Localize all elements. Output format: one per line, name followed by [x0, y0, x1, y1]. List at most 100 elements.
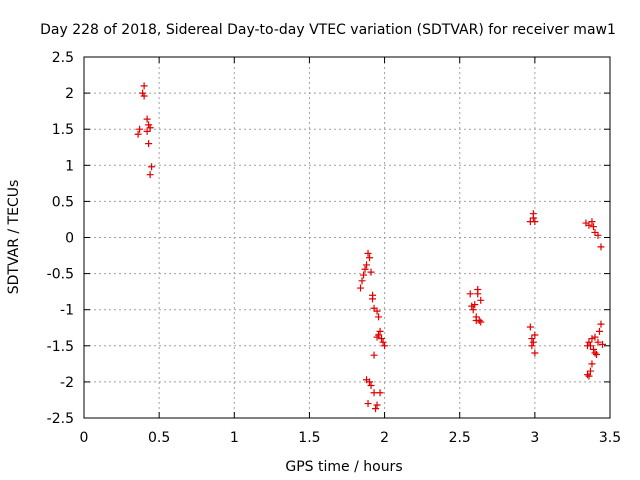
x-tick-label: 3.5 — [599, 430, 621, 446]
data-point — [367, 382, 375, 390]
data-point — [466, 290, 474, 298]
data-point — [526, 323, 534, 331]
y-tick-label: 1 — [65, 158, 74, 174]
data-point — [475, 317, 483, 325]
data-point — [140, 82, 148, 90]
chart-title: Day 228 of 2018, Sidereal Day-to-day VTE… — [40, 22, 616, 38]
y-tick-label: 0.5 — [52, 194, 74, 210]
data-point — [597, 243, 605, 251]
data-point — [376, 389, 384, 397]
y-tick-label: -1 — [60, 303, 74, 319]
data-point — [531, 218, 539, 226]
data-point — [588, 360, 596, 368]
data-point — [366, 254, 374, 262]
data-point — [375, 331, 383, 339]
plot-frame — [83, 56, 611, 419]
data-point — [367, 268, 375, 276]
data-point — [531, 331, 539, 339]
data-point — [360, 271, 368, 279]
y-tick-label: 2 — [65, 86, 74, 102]
x-tick-label: 3 — [530, 430, 539, 446]
data-point — [369, 295, 377, 303]
data-point — [594, 338, 602, 346]
data-point — [372, 405, 380, 413]
data-point — [477, 296, 485, 304]
grid-lines — [84, 57, 610, 418]
y-tick-labels: 2.5 2 1.5 1 0.5 0 -0.5 -1 -1.5 -2 -2.5 — [47, 50, 74, 427]
data-point — [364, 400, 372, 408]
data-point — [591, 333, 599, 341]
y-tick-label: -2 — [60, 375, 74, 391]
x-tick-label: 1 — [230, 430, 239, 446]
data-point — [364, 249, 372, 257]
x-tick-label: 0 — [80, 430, 89, 446]
x-axis-label: GPS time / hours — [285, 459, 402, 475]
data-point — [585, 372, 593, 380]
x-tick-label: 2.5 — [449, 430, 471, 446]
data-point — [585, 338, 593, 346]
data-point — [381, 342, 389, 350]
data-point — [471, 301, 479, 309]
y-tick-label: 1.5 — [52, 122, 74, 138]
data-point — [589, 345, 597, 353]
data-point — [148, 163, 156, 171]
data-point — [586, 342, 594, 350]
data-point — [469, 306, 477, 314]
y-tick-label: 0 — [65, 231, 74, 247]
data-point — [595, 327, 603, 335]
data-point — [472, 313, 480, 321]
data-point — [140, 92, 148, 100]
axis-ticks — [83, 56, 611, 419]
data-point — [363, 261, 371, 269]
data-point — [357, 284, 365, 292]
data-point — [143, 127, 151, 135]
data-point — [597, 320, 605, 328]
data-point — [531, 349, 539, 357]
data-point — [589, 223, 597, 231]
data-point — [376, 327, 384, 335]
data-point — [529, 210, 537, 218]
y-tick-label: -0.5 — [47, 267, 74, 283]
data-point — [583, 371, 591, 379]
data-point — [361, 265, 369, 273]
data-point — [585, 221, 593, 229]
data-point — [370, 389, 378, 397]
x-tick-labels: 0 0.5 1 1.5 2 2.5 3 3.5 — [80, 430, 622, 446]
data-point — [528, 342, 536, 350]
x-tick-label: 0.5 — [148, 430, 170, 446]
data-point — [379, 338, 387, 346]
data-point — [146, 124, 154, 132]
y-axis-label: SDTVAR / TECUs — [6, 180, 22, 295]
y-tick-label: 2.5 — [52, 50, 74, 66]
data-point — [373, 307, 381, 315]
data-point — [366, 378, 374, 386]
data-points — [134, 82, 606, 413]
data-point — [598, 340, 606, 348]
data-point — [373, 401, 381, 409]
data-point — [146, 171, 154, 179]
data-point — [358, 277, 366, 285]
data-point — [529, 338, 537, 346]
data-point — [370, 351, 378, 359]
y-tick-label: -2.5 — [47, 411, 74, 427]
data-point — [474, 285, 482, 293]
data-point — [592, 350, 600, 358]
data-point — [588, 218, 596, 226]
y-tick-label: -1.5 — [47, 339, 74, 355]
data-point — [591, 349, 599, 357]
data-point — [588, 335, 596, 343]
data-point — [136, 125, 144, 133]
data-point — [468, 302, 476, 310]
data-point — [528, 335, 536, 343]
data-point — [143, 115, 151, 123]
data-point — [375, 313, 383, 321]
data-point — [378, 335, 386, 343]
data-point — [134, 130, 142, 138]
x-tick-label: 2 — [380, 430, 389, 446]
data-point — [145, 140, 153, 148]
data-point — [477, 318, 485, 326]
x-tick-label: 1.5 — [298, 430, 320, 446]
data-point — [586, 367, 594, 375]
data-point — [594, 231, 602, 239]
